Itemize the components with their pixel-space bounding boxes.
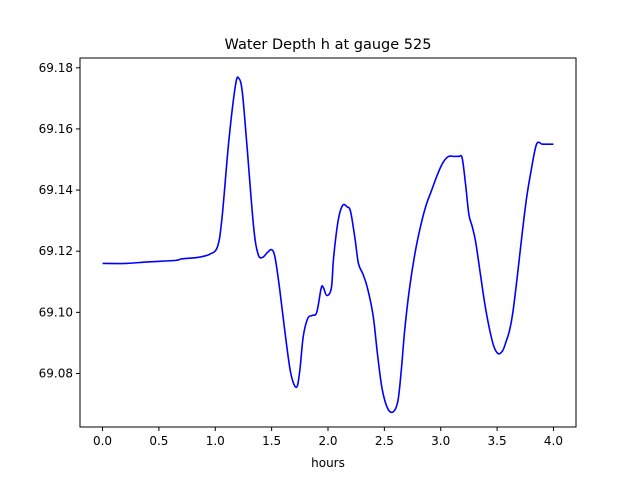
x-tick-label: 2.5 bbox=[375, 434, 394, 448]
x-tick-label: 4.0 bbox=[544, 434, 563, 448]
x-tick-label: 2.0 bbox=[318, 434, 337, 448]
y-tick-label: 69.14 bbox=[39, 183, 73, 197]
x-tick-label: 1.0 bbox=[206, 434, 225, 448]
x-tick-label: 3.0 bbox=[431, 434, 450, 448]
y-tick-label: 69.12 bbox=[39, 244, 73, 258]
x-tick-label: 0.5 bbox=[149, 434, 168, 448]
y-axis: 69.08 69.10 69.12 69.14 69.16 69.18 bbox=[39, 61, 80, 380]
series-line bbox=[102, 76, 554, 414]
plot-area bbox=[102, 76, 554, 414]
plot-frame bbox=[79, 57, 577, 428]
y-tick-label: 69.10 bbox=[39, 305, 73, 319]
x-axis: 0.0 0.5 1.0 1.5 2.0 2.5 3.0 3.5 4.0 bbox=[93, 427, 563, 448]
x-tick-label: 0.0 bbox=[93, 434, 112, 448]
y-tick-label: 69.16 bbox=[39, 122, 73, 136]
x-tick-label: 3.5 bbox=[488, 434, 507, 448]
x-axis-label: hours bbox=[311, 456, 345, 470]
y-tick-label: 69.18 bbox=[39, 61, 73, 75]
y-tick-label: 69.08 bbox=[39, 366, 73, 380]
chart-title: Water Depth h at gauge 525 bbox=[225, 37, 432, 53]
x-tick-label: 1.5 bbox=[262, 434, 281, 448]
